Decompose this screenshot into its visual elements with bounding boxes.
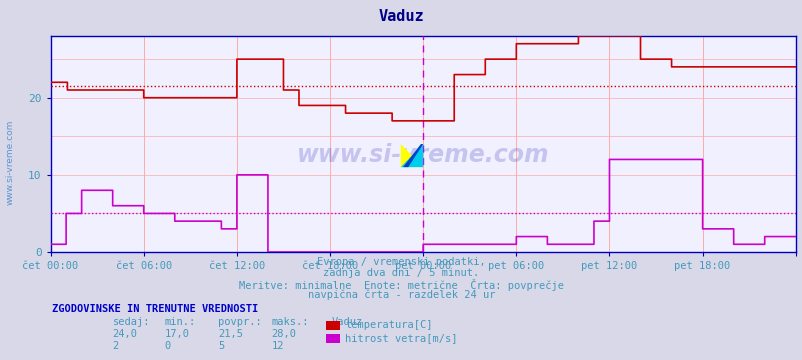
Text: povpr.:: povpr.: <box>218 317 261 327</box>
Text: ZGODOVINSKE IN TRENUTNE VREDNOSTI: ZGODOVINSKE IN TRENUTNE VREDNOSTI <box>52 304 258 314</box>
Text: 2: 2 <box>112 341 119 351</box>
Text: min.:: min.: <box>164 317 196 327</box>
Polygon shape <box>400 144 423 167</box>
Polygon shape <box>403 144 423 167</box>
Text: www.si-vreme.com: www.si-vreme.com <box>297 143 549 167</box>
Text: 24,0: 24,0 <box>112 329 137 339</box>
Text: 21,5: 21,5 <box>218 329 243 339</box>
Text: 0: 0 <box>164 341 171 351</box>
Text: 5: 5 <box>218 341 225 351</box>
Text: maks.:: maks.: <box>271 317 309 327</box>
Text: navpična črta - razdelek 24 ur: navpična črta - razdelek 24 ur <box>307 290 495 300</box>
Text: Evropa / vremenski podatki,: Evropa / vremenski podatki, <box>317 257 485 267</box>
Polygon shape <box>400 144 423 167</box>
Text: www.si-vreme.com: www.si-vreme.com <box>5 119 14 205</box>
Text: zadnja dva dni / 5 minut.: zadnja dva dni / 5 minut. <box>323 268 479 278</box>
Text: 12: 12 <box>271 341 284 351</box>
Text: Meritve: minimalne  Enote: metrične  Črta: povprečje: Meritve: minimalne Enote: metrične Črta:… <box>239 279 563 291</box>
Text: sedaj:: sedaj: <box>112 317 150 327</box>
Text: 17,0: 17,0 <box>164 329 189 339</box>
Text: hitrost vetra[m/s]: hitrost vetra[m/s] <box>345 333 457 343</box>
Text: Vaduz: Vaduz <box>379 9 423 24</box>
Text: 28,0: 28,0 <box>271 329 296 339</box>
Text: temperatura[C]: temperatura[C] <box>345 320 432 330</box>
Text: Vaduz: Vaduz <box>331 317 363 327</box>
